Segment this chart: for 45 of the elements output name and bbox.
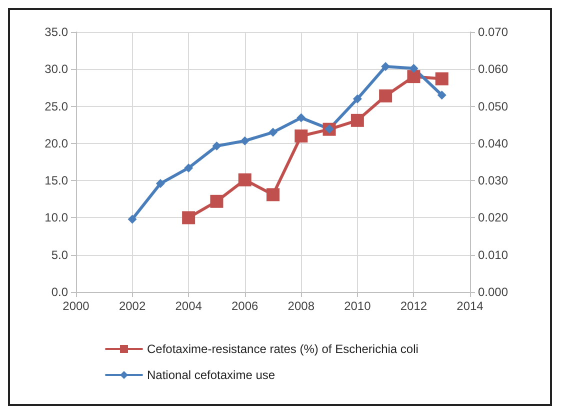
y2-tick-label: 0.060	[478, 62, 508, 76]
point	[294, 130, 308, 142]
x-tick-label: 2008	[288, 299, 315, 313]
point	[379, 89, 392, 102]
point	[296, 113, 306, 122]
y2-tick-label: 0.040	[478, 136, 508, 150]
point	[266, 188, 280, 202]
x-tick-label: 2000	[62, 299, 90, 313]
point	[435, 72, 448, 86]
y-tick-label: 10.0	[44, 210, 68, 225]
point	[437, 90, 446, 100]
point	[182, 211, 196, 224]
y2-tick-label: 0.000	[478, 285, 508, 299]
point	[210, 194, 224, 208]
point	[184, 163, 194, 172]
point	[350, 114, 364, 127]
point	[409, 64, 418, 73]
y-tick-label: 35.0	[44, 25, 68, 39]
point	[212, 142, 222, 151]
y-tick-label: 25.0	[44, 99, 68, 114]
x-tick-label: 2002	[118, 299, 146, 313]
legend-label: National cefotaxime use	[147, 368, 276, 382]
y-tick-label: 0.0	[51, 285, 68, 299]
y2-tick-label: 0.020	[478, 210, 508, 225]
x-tick-label: 2006	[232, 299, 259, 313]
y2-tick-label: 0.050	[478, 99, 508, 114]
x-tick-label: 2012	[400, 299, 428, 313]
y2-tick-label: 0.010	[478, 248, 508, 262]
x-tick-label: 2014	[456, 299, 484, 313]
point	[352, 94, 362, 104]
point	[156, 179, 165, 188]
y-tick-label: 30.0	[44, 62, 68, 76]
point	[128, 214, 137, 224]
x-tick-label: 2004	[175, 299, 202, 313]
y-tick-label: 15.0	[44, 174, 68, 188]
y-tick-label: 5.0	[51, 248, 68, 262]
legend-label: Cefotaxime-resistance rates (%) of Escherichia coli	[147, 342, 418, 356]
y2-tick-label: 0.030	[478, 174, 508, 188]
point	[240, 136, 250, 146]
x-tick-label: 2010	[344, 299, 372, 313]
point	[238, 173, 252, 186]
point	[407, 70, 420, 84]
point	[268, 128, 278, 137]
y-tick-label: 20.0	[44, 136, 68, 150]
y2-tick-label: 0.070	[478, 25, 508, 39]
